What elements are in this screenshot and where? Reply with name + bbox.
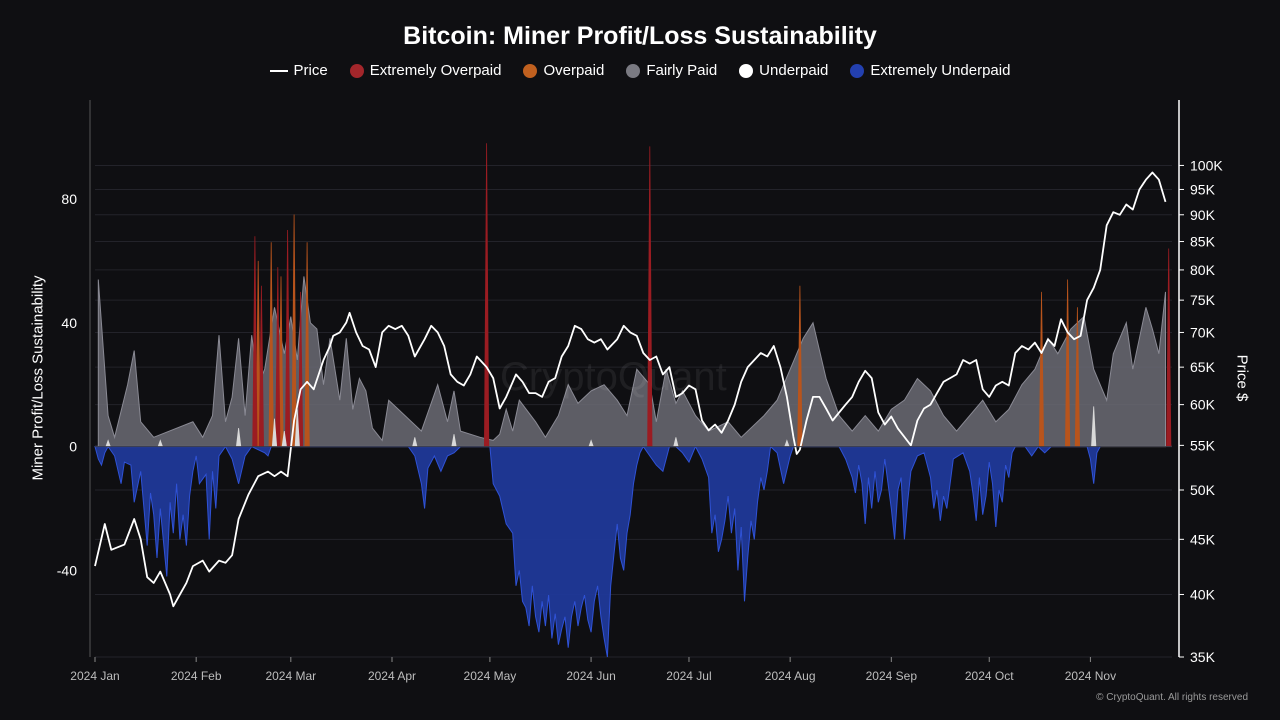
y2-tick-label: 100K [1190, 157, 1223, 173]
y2-tick-label: 35K [1190, 649, 1216, 665]
x-tick-label: 2024 Oct [965, 669, 1014, 683]
x-tick-label: 2024 Nov [1065, 669, 1116, 683]
legend-item-price[interactable]: Price [269, 62, 328, 79]
spike-extremely-overpaid [258, 285, 265, 447]
legend-line-swatch [269, 69, 288, 72]
legend-label: Underpaid [759, 62, 829, 79]
legend-dot-swatch [523, 63, 538, 78]
y2-tick-label: 50K [1190, 482, 1216, 498]
spike-extremely-overpaid [252, 236, 258, 447]
y2-tick-label: 45K [1190, 531, 1216, 547]
y2-tick-label: 90K [1190, 207, 1216, 223]
x-tick-label: 2024 May [464, 669, 517, 683]
grid-lines [95, 164, 1172, 658]
y2-tick-label: 85K [1190, 234, 1216, 250]
x-tick-label: 2024 Jul [666, 669, 711, 683]
spike-extremely-overpaid [1166, 248, 1172, 447]
x-tick-label: 2024 Sep [866, 669, 918, 683]
y2-tick-label: 70K [1190, 324, 1216, 340]
watermark: CryptoQuant [500, 355, 727, 399]
legend-dot-swatch [626, 63, 641, 78]
legend-label: Fairly Paid [646, 62, 718, 79]
legend-item-overpaid[interactable]: Overpaid [523, 62, 604, 79]
y2-tick-label: 65K [1190, 359, 1216, 375]
legend-item-extremely-underpaid[interactable]: Extremely Underpaid [850, 62, 1010, 79]
y-tick-label: -40 [57, 562, 77, 578]
copyright-notice: © CryptoQuant. All rights reserved [1096, 692, 1248, 703]
axes: 80 40 0 -40 100K 95K 90K 85K 80K 75K 70K 65K 60K 55K 5… [57, 100, 1223, 683]
legend-item-underpaid[interactable]: Underpaid [739, 62, 828, 79]
spike-extremely-overpaid [483, 143, 490, 447]
legend-item-extremely-overpaid[interactable]: Extremely Overpaid [349, 62, 502, 79]
x-tick-label: 2024 Aug [765, 669, 816, 683]
y-axis-title-right: Price $ [1233, 354, 1251, 402]
legend-dot-swatch [349, 63, 364, 78]
spike-extremely-overpaid [647, 146, 653, 447]
y2-tick-label: 75K [1190, 292, 1216, 308]
legend-dot-swatch [739, 63, 754, 78]
price-line [94, 171, 1167, 608]
y2-tick-label: 95K [1190, 181, 1216, 197]
chart-legend: Price Extremely Overpaid Overpaid Fairly… [0, 62, 1280, 79]
series-area-extremely-underpaid [94, 445, 1102, 658]
price-series [94, 171, 1167, 608]
legend-label: Extremely Overpaid [369, 62, 502, 79]
y-axis-title-left: Miner Profit/Loss Sustainability [29, 275, 47, 481]
y2-tick-label: 60K [1190, 397, 1216, 413]
legend-dot-swatch [850, 63, 865, 78]
x-tick-label: 2024 Feb [171, 669, 222, 683]
legend-label: Price [293, 62, 328, 79]
y2-tick-label: 40K [1190, 586, 1216, 602]
chart-title: Bitcoin: Miner Profit/Loss Sustainabilit… [403, 22, 877, 50]
x-tick-label: 2024 Mar [265, 669, 316, 683]
y-tick-label: 40 [61, 315, 77, 331]
y-tick-label: 80 [61, 191, 77, 207]
x-tick-label: 2024 Jan [70, 669, 119, 683]
y2-tick-label: 55K [1190, 437, 1216, 453]
legend-item-fairly-paid[interactable]: Fairly Paid [626, 62, 717, 79]
legend-label: Overpaid [543, 62, 605, 79]
y2-tick-label: 80K [1190, 262, 1216, 278]
legend-label: Extremely Underpaid [870, 62, 1011, 79]
x-tick-label: 2024 Apr [368, 669, 416, 683]
y-tick-label: 0 [69, 439, 77, 455]
x-tick-label: 2024 Jun [566, 669, 615, 683]
